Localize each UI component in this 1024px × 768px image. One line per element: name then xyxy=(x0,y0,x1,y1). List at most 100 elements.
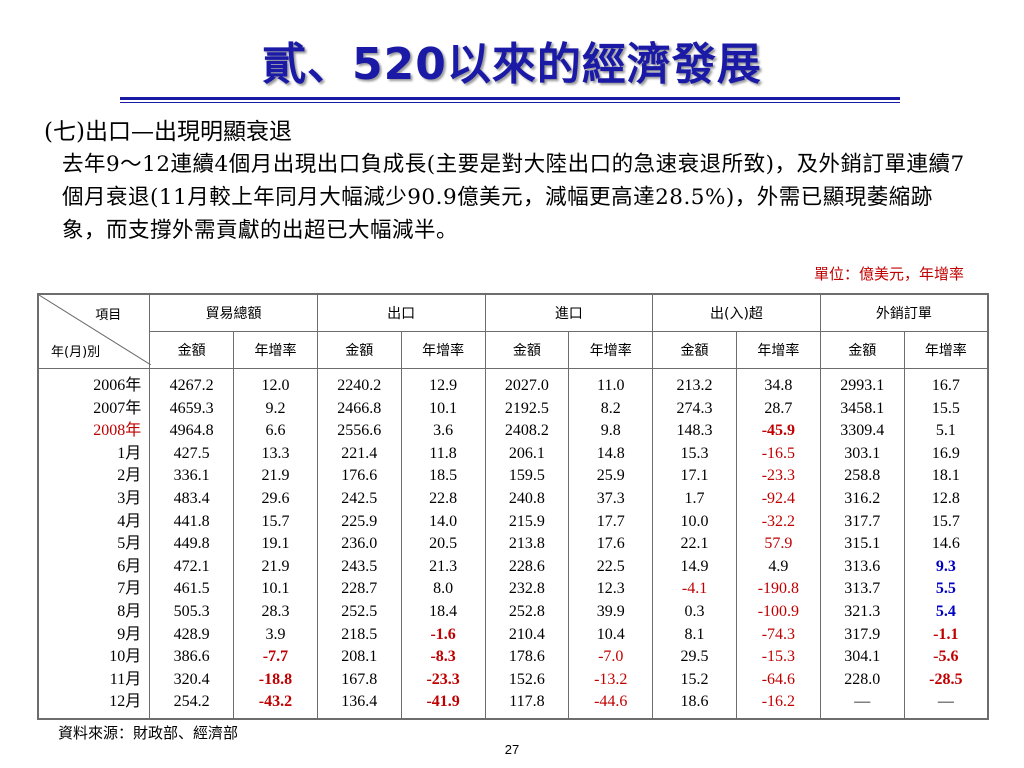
table-cell: 313.6 xyxy=(844,557,881,575)
table-cell: 8.0 xyxy=(433,580,454,598)
table-cell: 4659.3 xyxy=(169,399,214,417)
table-cell: 11.0 xyxy=(597,377,625,394)
table-cell: 6.6 xyxy=(265,422,286,440)
table-cell: 10.1 xyxy=(261,580,290,598)
period-label: 9月 xyxy=(117,625,142,643)
table-cell: — xyxy=(854,693,871,711)
header-row-subcolumns: 金額 年增率 金額 年增率 金額 年增率 金額 年增率 金額 年增率 xyxy=(38,331,989,369)
table-cell: 8.1 xyxy=(684,625,705,643)
period-label: 8月 xyxy=(117,602,142,620)
header-row-groups: 項目 年(月)別 貿易總額 出口 進口 出(入)超 外銷訂單 xyxy=(37,293,989,369)
table-cell: -1.1 xyxy=(933,625,959,643)
table-cell: 0.3 xyxy=(684,602,705,620)
table-cell: 472.1 xyxy=(173,557,210,575)
table-cell: 2556.6 xyxy=(337,422,382,440)
table-cell: 15.2 xyxy=(680,670,709,688)
table-cell: -8.3 xyxy=(430,648,456,666)
exports-rate-column: 12.9 10.1 3.6 11.8 18.5 22.8 14.0 20.5 21.3 8.0 18… xyxy=(400,368,486,719)
table-cell: -32.2 xyxy=(761,512,796,530)
period-column: 2006年 2007年 2008年 1月 2月 3月 4月 5月 6月 7月 8月 9月 10月 11月 1… xyxy=(37,368,151,719)
table-cell: -43.2 xyxy=(258,693,293,711)
table-cell: -18.8 xyxy=(258,670,293,688)
period-label: 3月 xyxy=(117,489,142,507)
table-cell: 14.6 xyxy=(931,535,960,553)
table-cell: 176.6 xyxy=(341,467,378,485)
group-header-imports: 進口 xyxy=(484,293,654,332)
table-cell: 15.7 xyxy=(931,512,960,530)
period-label: 2006年 xyxy=(93,377,142,394)
table-cell: 221.4 xyxy=(341,444,378,462)
period-label: 6月 xyxy=(117,557,142,575)
table-cell: 5.4 xyxy=(935,602,956,620)
table-cell: 178.6 xyxy=(508,648,545,666)
table-cell: 22.8 xyxy=(429,489,458,507)
table-cell: 12.0 xyxy=(261,377,290,394)
table-cell: -16.5 xyxy=(761,444,796,462)
table-cell: 386.6 xyxy=(173,648,210,666)
table-cell: -74.3 xyxy=(761,625,796,643)
subheader-rate: 年增率 xyxy=(233,331,318,369)
table-cell: 15.7 xyxy=(261,512,290,530)
table-cell: 13.3 xyxy=(261,444,290,462)
table-cell: 10.1 xyxy=(429,399,458,417)
group-header-balance: 出(入)超 xyxy=(652,293,821,332)
table-cell: 12.3 xyxy=(596,580,625,598)
table-cell: 213.2 xyxy=(676,377,713,394)
period-label: 2月 xyxy=(117,467,142,485)
export-orders-rate-column: 16.7 15.5 5.1 16.9 18.1 12.8 15.7 14.6 9.3 5.5 5.4… xyxy=(903,368,989,719)
table-cell: 210.4 xyxy=(508,625,545,643)
table-cell: 317.7 xyxy=(844,512,881,530)
table-cell: -41.9 xyxy=(426,693,460,711)
table-cell: 14.9 xyxy=(680,557,709,575)
table-cell: 8.2 xyxy=(600,399,621,417)
table-cell: 321.3 xyxy=(844,602,881,620)
table-cell: 5.5 xyxy=(935,580,956,598)
table-cell: 9.8 xyxy=(600,422,621,440)
table-cell: 29.6 xyxy=(261,489,290,507)
table-cell: 2466.8 xyxy=(337,399,382,417)
table-cell: 10.4 xyxy=(596,625,625,643)
table-cell: 304.1 xyxy=(844,648,881,666)
table-cell: 34.8 xyxy=(764,377,793,394)
subheader-amount: 金額 xyxy=(149,331,235,369)
table-cell: 15.3 xyxy=(680,444,709,462)
table-cell: 9.3 xyxy=(935,557,956,575)
trade-table: 項目 年(月)別 貿易總額 出口 進口 出(入)超 外銷訂單 金額 年增率 金額… xyxy=(37,293,989,720)
period-label: 1月 xyxy=(117,444,142,462)
corner-header-cell: 項目 年(月)別 xyxy=(37,293,151,369)
table-cell: 313.7 xyxy=(844,580,881,598)
unit-note: 單位：億美元，年增率 xyxy=(813,265,964,283)
table-cell: 4964.8 xyxy=(169,422,214,440)
table-cell: 21.9 xyxy=(261,467,290,485)
table-cell: -15.3 xyxy=(761,648,796,666)
table-cell: 461.5 xyxy=(173,580,210,598)
table-cell: 21.3 xyxy=(429,557,458,575)
balance-amount-column: 213.2 274.3 148.3 15.3 17.1 1.7 10.0 22.1 14.9 -4… xyxy=(652,368,737,719)
table-cell: 2027.0 xyxy=(504,377,549,394)
table-cell: 243.5 xyxy=(341,557,378,575)
subheader-rate: 年增率 xyxy=(400,331,486,369)
table-cell: — xyxy=(937,693,954,711)
title-underline-thin xyxy=(120,102,900,103)
imports-amount-column: 2027.0 2192.5 2408.2 206.1 159.5 240.8 215.9 21… xyxy=(484,368,570,719)
table-cell: -1.6 xyxy=(430,625,456,643)
corner-label-period: 年(月)別 xyxy=(51,345,101,360)
table-cell: 317.9 xyxy=(844,625,881,643)
group-header-exports: 出口 xyxy=(316,293,486,332)
table-cell: -23.3 xyxy=(426,670,460,688)
group-header-total-trade: 貿易總額 xyxy=(149,293,318,332)
table-cell: 21.9 xyxy=(261,557,290,575)
table-cell: 242.5 xyxy=(341,489,378,507)
period-label: 10月 xyxy=(109,648,142,666)
table-cell: -13.2 xyxy=(594,670,628,688)
corner-diagonal xyxy=(39,295,151,365)
table-cell: 18.1 xyxy=(931,467,960,485)
table-cell: 336.1 xyxy=(173,467,210,485)
imports-rate-column: 11.0 8.2 9.8 14.8 25.9 37.3 17.7 17.6 22.5 12.3 39… xyxy=(568,368,654,719)
table-cell: 303.1 xyxy=(844,444,881,462)
period-label: 2008年 xyxy=(93,422,142,440)
table-cell: 3309.4 xyxy=(840,422,885,440)
table-cell: -4.1 xyxy=(681,580,708,598)
table-cell: 228.7 xyxy=(341,580,378,598)
group-header-export-orders: 外銷訂單 xyxy=(819,293,989,332)
